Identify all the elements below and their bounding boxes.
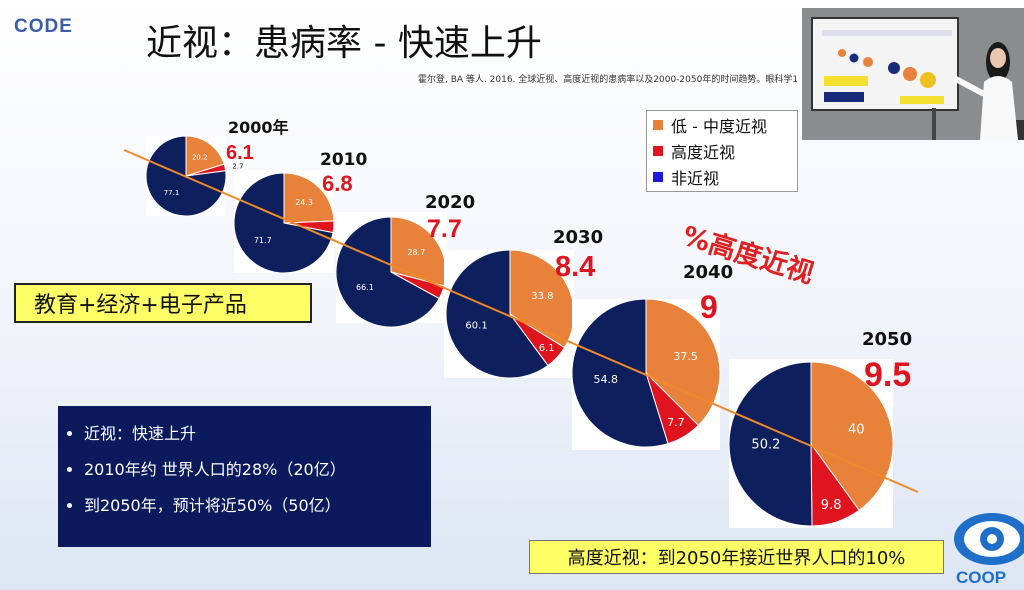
code-logo: CODE (14, 16, 73, 37)
pie-slice-non (728, 361, 813, 527)
pie-year-label: 2050 (862, 329, 912, 350)
legend-item-low-moderate: 低 - 中度近视 (647, 113, 797, 137)
trend-line (123, 149, 919, 493)
high-myopia-percent-value: 7.7 (427, 215, 462, 243)
pie-label-high: 9.8 (821, 498, 842, 513)
legend-item-high: 高度近视 (647, 139, 797, 163)
pie-label-high: 6.1 (539, 343, 555, 354)
pie-slice-low-moderate (185, 135, 225, 177)
pie-label-low-moderate: 24.3 (295, 198, 313, 207)
legend-label: 低 - 中度近视 (671, 117, 767, 136)
pie-label-low-moderate: 37.5 (673, 350, 698, 363)
pie-label-non: 60.1 (465, 320, 487, 331)
pie-slice-non (571, 298, 669, 448)
pie-label-non: 77.1 (164, 189, 180, 197)
summary-bullets: 近视：快速上升 2010年约 世界人口的28%（20亿） 到2050年，预计将近… (58, 406, 431, 547)
legend-item-non: 非近视 (647, 165, 797, 189)
pie-label-low-moderate: 28.7 (407, 248, 425, 257)
pie-label-non: 71.7 (254, 236, 272, 245)
presenter-video-image (802, 8, 1024, 140)
high-myopia-percent-value: 6.8 (322, 171, 353, 196)
presenter-video-inset (802, 8, 1024, 140)
pie-slice-low-moderate (283, 172, 335, 224)
citation-text: 霍尔登, BA 等人. 2016. 全球近视、高度近视的患病率以及2000-20… (418, 75, 798, 85)
pie-label-non: 66.1 (356, 283, 374, 292)
pie-label-high: 2.7 (232, 162, 243, 170)
pie-slice-non (233, 172, 334, 274)
coop-logo (954, 513, 1024, 565)
chart-legend: 低 - 中度近视 高度近视 非近视 (646, 110, 798, 192)
pie-year-label: 2000年 (228, 118, 289, 137)
legend-swatch-non (653, 172, 663, 182)
bullet-item: 到2050年，预计将近50%（50亿） (84, 492, 421, 516)
high-myopia-percent-value: 9 (700, 289, 718, 325)
legend-swatch-high (653, 146, 663, 156)
pie-slice-non (445, 249, 549, 379)
pie-label-low-moderate: 33.8 (531, 291, 553, 302)
coop-logo-text: COOP (956, 568, 1007, 587)
high-myopia-percent-value: 6.1 (226, 142, 254, 164)
pie-year-label: 2030 (553, 227, 603, 248)
legend-swatch-low-moderate (653, 120, 663, 130)
pie-slice-low-moderate (645, 298, 721, 427)
pie-year-label: 2020 (425, 192, 475, 213)
page-title: 近视：患病率 - 快速上升 (146, 23, 542, 64)
bullet-item: 2010年约 世界人口的28%（20亿） (84, 456, 421, 480)
pie-label-non: 54.8 (594, 373, 619, 386)
pie-label-low-moderate: 20.2 (192, 154, 208, 162)
legend-label: 非近视 (671, 169, 720, 188)
factors-box: 教育+经济+电子产品 (14, 283, 312, 323)
pie-year-label: 2040 (683, 262, 733, 283)
pie-label-high: 7.7 (667, 416, 685, 429)
high-myopia-percent-value: 9.5 (864, 356, 911, 394)
pie-year-label: 2010 (320, 150, 367, 170)
bullet-item: 近视：快速上升 (84, 420, 421, 444)
high-myopia-percent-value: 8.4 (555, 251, 595, 283)
pie-label-non: 50.2 (751, 438, 780, 453)
pie-slice-non (335, 216, 440, 328)
legend-label: 高度近视 (671, 143, 736, 162)
pie-label-low-moderate: 40 (848, 423, 865, 438)
conclusion-box: 高度近视：到2050年接近世界人口的10% (529, 540, 944, 574)
